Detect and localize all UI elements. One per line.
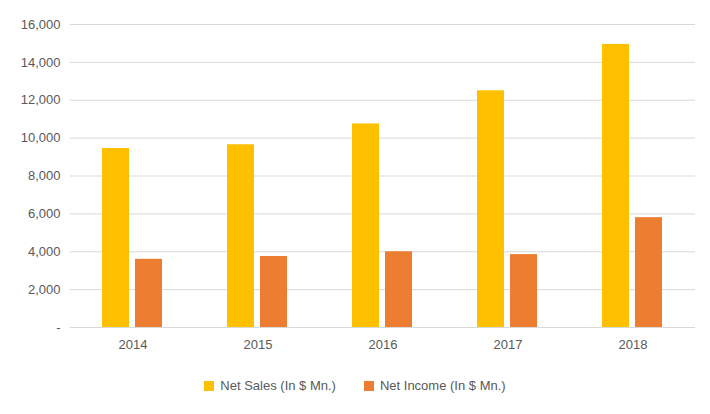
svg-text:16,000: 16,000 [21, 17, 61, 32]
svg-text:-: - [56, 320, 60, 335]
svg-text:10,000: 10,000 [21, 130, 61, 145]
svg-text:2016: 2016 [369, 337, 398, 352]
svg-text:4,000: 4,000 [28, 244, 61, 259]
svg-text:2018: 2018 [619, 337, 648, 352]
svg-text:2014: 2014 [119, 337, 148, 352]
html-text:Net Income (In $ Mn.): Net Income (In $ Mn.) [379, 378, 506, 393]
svg-text:2,000: 2,000 [28, 282, 61, 297]
svg-text:2015: 2015 [244, 337, 273, 352]
svg-text:6,000: 6,000 [28, 206, 61, 221]
html-text:Net Sales (In $ Mn.): Net Sales (In $ Mn.) [220, 378, 336, 393]
svg-text:8,000: 8,000 [28, 168, 61, 183]
svg-text:12,000: 12,000 [21, 92, 61, 107]
svg-text:2017: 2017 [494, 337, 523, 352]
svg-text:14,000: 14,000 [21, 55, 61, 70]
